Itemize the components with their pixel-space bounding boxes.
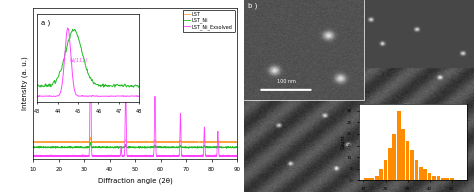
LST_Ni_Exsolved [31,156,36,158]
Bar [388,148,392,180]
LST_Ni [54,146,59,149]
LST_Ni_Exsolved [109,155,114,157]
LST_Ni_Exsolved [54,155,59,157]
LST_Ni [109,146,114,149]
Bar [441,178,445,180]
LST [234,141,240,143]
LST_Ni [118,146,123,148]
LST_Ni [209,146,214,148]
Bar [401,129,405,180]
LST_Ni [234,146,240,148]
Y-axis label: Count: Count [340,135,346,149]
Bar [365,178,374,180]
LST_Ni [30,146,36,149]
Bar [428,174,431,180]
LST_Ni [66,146,72,149]
X-axis label: Diffraction angle (2θ): Diffraction angle (2θ) [98,178,173,184]
LST [88,136,93,138]
LST [30,141,36,143]
LST_Ni [116,147,121,149]
Bar [446,178,449,180]
Text: b ): b ) [248,3,257,9]
Bar [383,160,387,180]
LST_Ni [230,146,236,148]
LST_Ni_Exsolved [230,155,236,158]
Bar [406,141,410,180]
Bar [437,176,440,180]
Bar [397,111,401,180]
Bar [379,169,383,180]
LST [209,141,214,143]
Bar [423,169,427,180]
Legend: LST, LST_Ni, LST_Ni_Exsolved: LST, LST_Ni, LST_Ni_Exsolved [182,10,235,32]
Y-axis label: Intensity (a. u.): Intensity (a. u.) [21,57,27,110]
Bar [419,166,423,180]
Bar [375,176,379,180]
Bar [450,178,454,180]
LST [230,141,236,143]
LST_Ni_Exsolved [234,156,240,158]
LST_Ni_Exsolved [66,155,72,157]
LST_Ni_Exsolved [30,155,36,158]
Bar [244,0,364,100]
Bar [414,160,418,180]
Text: 100 nm: 100 nm [276,79,295,84]
Bar [432,176,436,180]
Bar [392,134,396,180]
Bar [410,150,414,180]
LST_Ni_Exsolved [209,155,214,157]
LST_Ni_Exsolved [118,154,123,156]
LST [109,141,114,143]
LST [54,141,59,143]
LST [81,141,86,144]
Line: LST: LST [33,137,237,142]
Line: LST_Ni_Exsolved: LST_Ni_Exsolved [33,23,237,157]
LST_Ni_Exsolved [88,22,93,24]
Line: LST_Ni: LST_Ni [33,142,237,148]
LST [118,141,123,143]
LST_Ni [88,141,93,143]
LST [66,141,72,143]
